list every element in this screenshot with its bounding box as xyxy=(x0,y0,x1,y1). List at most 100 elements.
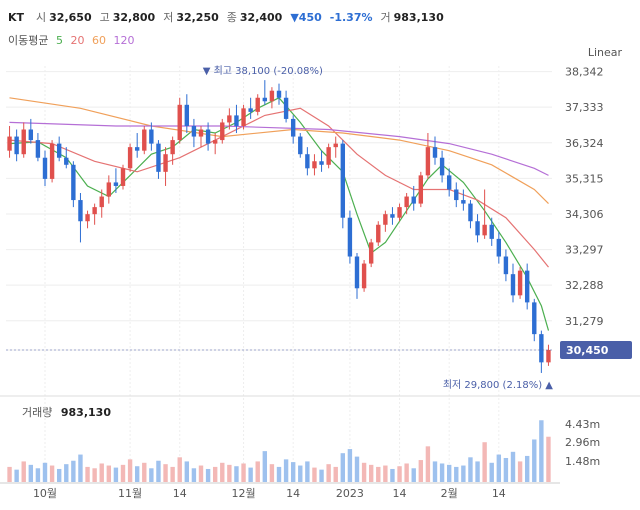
candle xyxy=(475,214,480,243)
candle xyxy=(177,97,182,144)
candle-body xyxy=(113,182,119,186)
candle-body xyxy=(425,147,431,176)
volume-bar xyxy=(7,466,12,482)
candle-body xyxy=(376,224,381,243)
volume-bar xyxy=(14,469,19,482)
candle-body xyxy=(127,147,133,169)
volume-bar xyxy=(454,466,459,482)
candle xyxy=(383,210,388,232)
candle xyxy=(205,122,211,151)
candle xyxy=(255,94,260,116)
volume-bar xyxy=(227,464,232,482)
candle-body xyxy=(85,214,90,222)
candle-body xyxy=(78,200,83,222)
candle-body xyxy=(7,136,12,151)
candle-body xyxy=(227,115,232,123)
volume-bar xyxy=(418,460,424,482)
volume-bar xyxy=(425,446,431,482)
volume-bar xyxy=(446,464,452,482)
volume-bar xyxy=(432,461,438,482)
candle-body xyxy=(446,175,452,190)
candle xyxy=(120,164,126,190)
candle xyxy=(368,238,374,268)
low-value: 32,250 xyxy=(176,10,219,24)
price-tick-label: 38,342 xyxy=(565,66,604,79)
volume-bar xyxy=(248,467,253,482)
candle-body xyxy=(177,104,182,141)
volume-bar xyxy=(134,466,140,482)
candle-body xyxy=(120,168,126,186)
candle xyxy=(468,200,473,229)
volume-bar xyxy=(383,465,388,482)
candle-body xyxy=(305,154,310,169)
volume-bar xyxy=(212,466,218,482)
volume-bar xyxy=(177,457,182,482)
candle-body xyxy=(234,115,239,126)
candle xyxy=(170,136,175,165)
candle xyxy=(489,217,494,246)
volume-bar xyxy=(524,455,530,482)
volume-bar xyxy=(368,464,374,482)
candle-body xyxy=(354,256,360,289)
volume-bar xyxy=(439,463,445,482)
candle xyxy=(106,175,112,204)
candle-body xyxy=(368,242,374,264)
close-value: 32,400 xyxy=(239,10,283,24)
candle xyxy=(99,189,104,218)
candle-body xyxy=(21,129,26,155)
volume-bar xyxy=(326,464,331,482)
volume-bar xyxy=(191,468,197,482)
time-tick-label: 10월 xyxy=(33,487,57,500)
candle xyxy=(212,133,218,155)
candle xyxy=(312,154,317,176)
candle xyxy=(142,125,147,155)
ma-5-label: 5 xyxy=(55,34,63,47)
candle xyxy=(532,298,537,342)
ma-20-label: 20 xyxy=(70,34,85,47)
ma-120-label: 120 xyxy=(113,34,135,47)
candle xyxy=(85,210,90,229)
volume-bar xyxy=(156,460,161,482)
candle xyxy=(234,104,239,134)
volume-bar xyxy=(64,464,69,482)
candle-body xyxy=(283,97,289,119)
volume-bar xyxy=(461,465,466,482)
candle-body xyxy=(411,196,416,204)
change-value: ▼450 xyxy=(290,10,322,24)
candle xyxy=(461,189,466,211)
candle xyxy=(418,171,424,208)
volume-bar xyxy=(517,461,523,482)
candle-body xyxy=(496,238,502,257)
candle xyxy=(35,133,41,162)
moving-average-legend[interactable]: 이동평균 5 20 60 120 xyxy=(8,32,138,48)
candle xyxy=(454,182,459,208)
time-tick-label: 14 xyxy=(492,487,506,500)
current-price-tag xyxy=(560,341,632,360)
candle xyxy=(220,118,225,144)
price-tick-label: 31,279 xyxy=(565,315,604,328)
scale-toggle-button[interactable]: Linear xyxy=(587,46,622,59)
volume-tick-label: 2.96m xyxy=(565,436,600,449)
candle xyxy=(503,249,509,282)
candle xyxy=(262,80,268,105)
volume-bar xyxy=(539,420,544,482)
time-tick-label: 2023 xyxy=(336,487,364,500)
candle xyxy=(432,136,438,165)
candle-body xyxy=(14,136,19,155)
candle xyxy=(71,161,76,208)
time-tick-label: 12월 xyxy=(231,487,255,500)
candle-body xyxy=(404,196,409,208)
volume-bar xyxy=(319,469,324,482)
candle-body xyxy=(298,136,303,155)
candle xyxy=(524,263,530,310)
volume-bar xyxy=(305,461,310,482)
time-tick-label: 2월 xyxy=(441,487,458,500)
volume-bar xyxy=(78,454,83,482)
volume-bar xyxy=(120,464,126,482)
volume-tick-label: 1.48m xyxy=(565,455,600,468)
candle xyxy=(482,189,487,239)
candle-body xyxy=(42,157,48,179)
candle-body xyxy=(49,143,55,179)
candle xyxy=(198,125,204,148)
